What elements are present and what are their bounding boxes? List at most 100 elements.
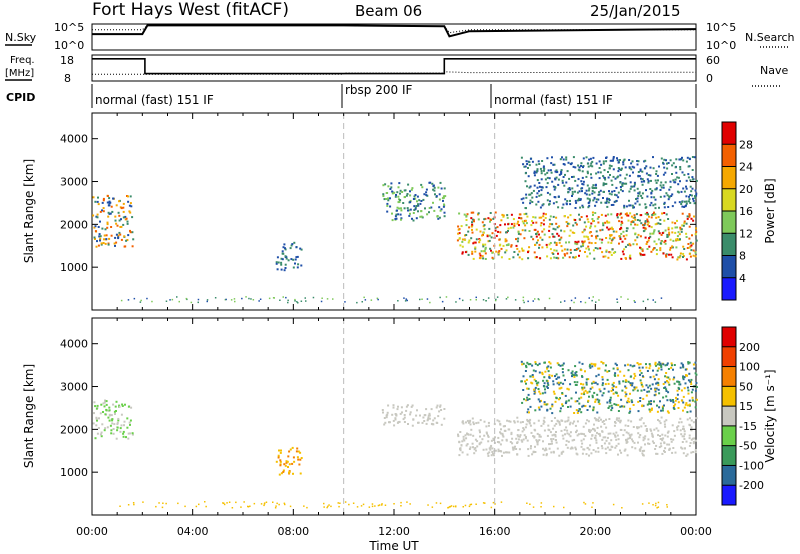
data-cell: [99, 237, 102, 240]
data-cell: [537, 419, 540, 422]
data-cell: [95, 407, 98, 410]
data-cell: [455, 505, 457, 507]
data-cell: [508, 258, 511, 260]
data-cell: [542, 219, 545, 222]
data-cell: [474, 247, 477, 250]
data-cell: [129, 423, 131, 426]
data-cell: [425, 422, 428, 425]
data-cell: [126, 239, 129, 241]
data-cell: [504, 240, 507, 243]
data-cell: [524, 180, 527, 183]
data-cell: [686, 215, 689, 218]
data-cell: [589, 226, 592, 229]
data-cell: [109, 424, 112, 427]
data-cell: [511, 446, 514, 449]
data-cell: [494, 436, 496, 439]
data-cell: [524, 370, 527, 372]
data-cell: [541, 373, 544, 376]
data-cell: [501, 454, 503, 457]
data-cell: [426, 298, 429, 300]
data-cell: [538, 163, 541, 165]
data-cell: [545, 213, 547, 216]
data-cell: [683, 438, 686, 440]
data-cell: [403, 196, 406, 199]
data-cell: [527, 167, 529, 169]
data-cell: [115, 437, 118, 440]
data-cell: [562, 437, 565, 440]
data-cell: [643, 167, 646, 170]
data-cell: [300, 300, 303, 302]
data-cell: [617, 394, 620, 397]
data-cell: [630, 220, 633, 223]
data-cell: [635, 213, 638, 216]
data-cell: [598, 402, 601, 405]
data-cell: [690, 378, 693, 381]
data-cell: [610, 226, 613, 229]
data-cell: [541, 246, 544, 249]
data-cell: [638, 203, 641, 206]
data-cell: [689, 185, 692, 188]
data-cell: [695, 230, 698, 233]
data-cell: [577, 433, 580, 436]
data-cell: [283, 269, 286, 272]
data-cell: [623, 206, 626, 209]
data-cell: [645, 363, 647, 366]
data-cell: [565, 439, 568, 442]
data-cell: [508, 428, 511, 431]
data-cell: [619, 421, 622, 424]
data-cell: [553, 433, 556, 436]
data-cell: [500, 219, 503, 222]
data-cell: [531, 364, 534, 367]
data-cell: [515, 238, 517, 241]
data-cell: [632, 404, 635, 406]
data-cell: [535, 163, 538, 166]
data-cell: [607, 256, 610, 259]
data-cell: [630, 420, 633, 423]
data-cell: [667, 411, 670, 414]
data-cell: [618, 417, 621, 420]
data-cell: [647, 386, 650, 389]
data-cell: [559, 387, 562, 390]
data-cell: [605, 418, 607, 421]
data-cell: [556, 226, 559, 229]
data-cell: [627, 432, 630, 435]
data-cell: [685, 185, 687, 188]
data-cell: [663, 241, 666, 244]
data-cell: [616, 301, 619, 303]
data-cell: [299, 472, 302, 475]
data-cell: [471, 218, 474, 221]
data-cell: [694, 439, 697, 442]
data-cell: [409, 212, 411, 215]
data-cell: [660, 366, 663, 368]
data-cell: [557, 252, 559, 255]
data-cell: [650, 216, 653, 219]
data-cell: [295, 450, 298, 453]
data-cell: [466, 213, 469, 216]
data-cell: [424, 207, 426, 210]
data-cell: [545, 453, 548, 456]
x-tick-label: 16:00: [479, 525, 511, 538]
data-cell: [403, 207, 406, 210]
data-cell: [652, 504, 654, 506]
data-cell: [433, 189, 436, 192]
data-cell: [589, 387, 592, 390]
data-cell: [439, 404, 442, 407]
data-cell: [569, 229, 572, 232]
data-cell: [688, 158, 691, 161]
data-cell: [561, 206, 564, 209]
data-cell: [589, 199, 591, 202]
data-cell: [602, 175, 605, 178]
data-cell: [495, 234, 498, 237]
data-cell: [505, 298, 508, 300]
data-cell: [644, 212, 647, 215]
data-cell: [530, 445, 532, 448]
data-cell: [581, 240, 584, 243]
data-cell: [575, 448, 577, 451]
data-cell: [590, 222, 593, 225]
data-cell: [665, 419, 668, 422]
data-cell: [693, 202, 696, 205]
cpid-segment-2: rbsp 200 IF: [345, 83, 412, 97]
data-cell: [491, 447, 494, 450]
data-cell: [677, 256, 680, 259]
data-cell: [495, 250, 498, 253]
